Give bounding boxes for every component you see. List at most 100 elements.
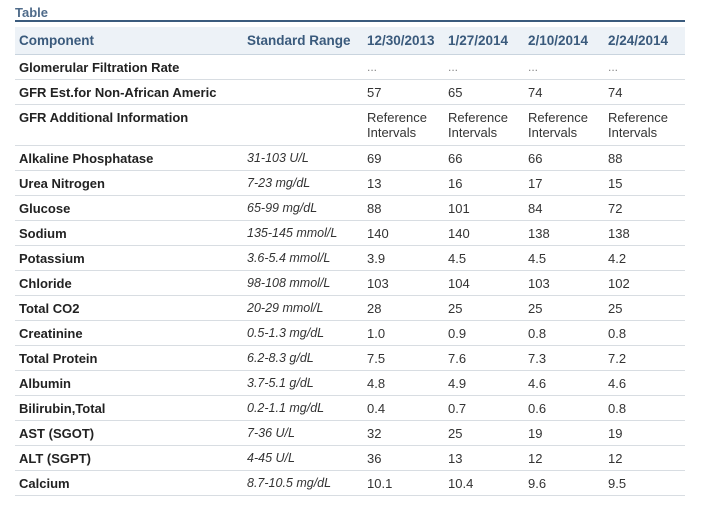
standard-range: 0.5-1.3 mg/dL <box>243 320 363 346</box>
standard-range: 65-99 mg/dL <box>243 195 363 221</box>
result-value: ... <box>524 54 604 80</box>
result-value: Reference Intervals <box>363 104 444 146</box>
table-row: ALT (SGPT) 4-45 U/L 36 13 12 12 <box>15 445 685 471</box>
result-value: 72 <box>604 195 685 221</box>
component-name: Glucose <box>15 195 243 221</box>
result-value: 9.6 <box>524 470 604 496</box>
result-value: 0.4 <box>363 395 444 421</box>
result-value: 88 <box>604 145 685 171</box>
component-name: Sodium <box>15 220 243 246</box>
result-value: ... <box>444 54 524 80</box>
table-row: AST (SGOT) 7-36 U/L 32 25 19 19 <box>15 420 685 446</box>
standard-range: 3.7-5.1 g/dL <box>243 370 363 396</box>
result-value: 17 <box>524 170 604 196</box>
result-value: 7.2 <box>604 345 685 371</box>
result-value: 13 <box>444 445 524 471</box>
result-value: 0.6 <box>524 395 604 421</box>
component-name: Total CO2 <box>15 295 243 321</box>
result-value: 32 <box>363 420 444 446</box>
header-date-1: 12/30/2013 <box>363 27 444 55</box>
table-row: Urea Nitrogen 7-23 mg/dL 13 16 17 15 <box>15 170 685 196</box>
result-value: 140 <box>444 220 524 246</box>
component-name: Glomerular Filtration Rate <box>15 54 243 80</box>
table-row: GFR Additional Information Reference Inte… <box>15 104 685 146</box>
result-value: 138 <box>524 220 604 246</box>
result-value: 66 <box>524 145 604 171</box>
component-name: Bilirubin,Total <box>15 395 243 421</box>
result-value: 15 <box>604 170 685 196</box>
result-value: 84 <box>524 195 604 221</box>
standard-range: 31-103 U/L <box>243 145 363 171</box>
result-value: 10.1 <box>363 470 444 496</box>
table-row: GFR Est.for Non-African Americ 57 65 74 74 <box>15 79 685 105</box>
result-value: 3.9 <box>363 245 444 271</box>
result-value: 19 <box>604 420 685 446</box>
component-name: ALT (SGPT) <box>15 445 243 471</box>
header-date-2: 1/27/2014 <box>444 27 524 55</box>
result-value: 25 <box>444 295 524 321</box>
standard-range: 135-145 mmol/L <box>243 220 363 246</box>
component-name: GFR Est.for Non-African Americ <box>15 79 243 105</box>
table-row: Potassium 3.6-5.4 mmol/L 3.9 4.5 4.5 4.2 <box>15 245 685 271</box>
result-value: 138 <box>604 220 685 246</box>
result-value: 4.6 <box>604 370 685 396</box>
table-row: Albumin 3.7-5.1 g/dL 4.8 4.9 4.6 4.6 <box>15 370 685 396</box>
result-value: 0.9 <box>444 320 524 346</box>
component-name: Alkaline Phosphatase <box>15 145 243 171</box>
standard-range: 98-108 mmol/L <box>243 270 363 296</box>
result-value: 0.7 <box>444 395 524 421</box>
result-value: 12 <box>604 445 685 471</box>
result-value: 74 <box>524 79 604 105</box>
result-value: 7.5 <box>363 345 444 371</box>
result-value: 65 <box>444 79 524 105</box>
standard-range: 0.2-1.1 mg/dL <box>243 395 363 421</box>
component-name: AST (SGOT) <box>15 420 243 446</box>
result-value: 16 <box>444 170 524 196</box>
result-value: ... <box>604 54 685 80</box>
result-value: 0.8 <box>604 395 685 421</box>
component-name: Creatinine <box>15 320 243 346</box>
table-body: Glomerular Filtration Rate............ GF… <box>15 54 685 496</box>
table-row: Bilirubin,Total 0.2-1.1 mg/dL 0.4 0.7 0.6 0.8 <box>15 395 685 421</box>
header-component: Component <box>15 27 243 55</box>
component-name: Potassium <box>15 245 243 271</box>
result-value: 4.8 <box>363 370 444 396</box>
result-value: 25 <box>604 295 685 321</box>
result-value: 4.6 <box>524 370 604 396</box>
header-date-3: 2/10/2014 <box>524 27 604 55</box>
standard-range: 6.2-8.3 g/dL <box>243 345 363 371</box>
table-row: Alkaline Phosphatase 31-103 U/L 69 66 66 88 <box>15 145 685 171</box>
component-name: Albumin <box>15 370 243 396</box>
result-value: 103 <box>524 270 604 296</box>
table-row: Glomerular Filtration Rate............ <box>15 54 685 80</box>
table-row: Total CO2 20-29 mmol/L 28 25 25 25 <box>15 295 685 321</box>
result-value: 104 <box>444 270 524 296</box>
standard-range: 8.7-10.5 mg/dL <box>243 470 363 496</box>
header-standard-range: Standard Range <box>243 27 363 55</box>
table-row: Glucose 65-99 mg/dL 88 101 84 72 <box>15 195 685 221</box>
standard-range <box>243 54 363 80</box>
result-value: Reference Intervals <box>444 104 524 146</box>
component-name: Calcium <box>15 470 243 496</box>
result-value: 103 <box>363 270 444 296</box>
standard-range <box>243 79 363 105</box>
result-value: 69 <box>363 145 444 171</box>
result-value: 140 <box>363 220 444 246</box>
result-value: 4.2 <box>604 245 685 271</box>
header-row: Component Standard Range 12/30/2013 1/27… <box>15 27 685 55</box>
lab-results-table: Component Standard Range 12/30/2013 1/27… <box>15 27 685 496</box>
result-value: 7.3 <box>524 345 604 371</box>
standard-range: 4-45 U/L <box>243 445 363 471</box>
table-row: Creatinine 0.5-1.3 mg/dL 1.0 0.9 0.8 0.8 <box>15 320 685 346</box>
result-value: 0.8 <box>604 320 685 346</box>
result-value: 7.6 <box>444 345 524 371</box>
result-value: 66 <box>444 145 524 171</box>
table-row: Chloride 98-108 mmol/L 103 104 103 102 <box>15 270 685 296</box>
result-value: 74 <box>604 79 685 105</box>
result-value: 57 <box>363 79 444 105</box>
result-value: 1.0 <box>363 320 444 346</box>
table-row: Total Protein 6.2-8.3 g/dL 7.5 7.6 7.3 7.2 <box>15 345 685 371</box>
standard-range: 20-29 mmol/L <box>243 295 363 321</box>
result-value: 88 <box>363 195 444 221</box>
component-name: GFR Additional Information <box>15 104 243 146</box>
